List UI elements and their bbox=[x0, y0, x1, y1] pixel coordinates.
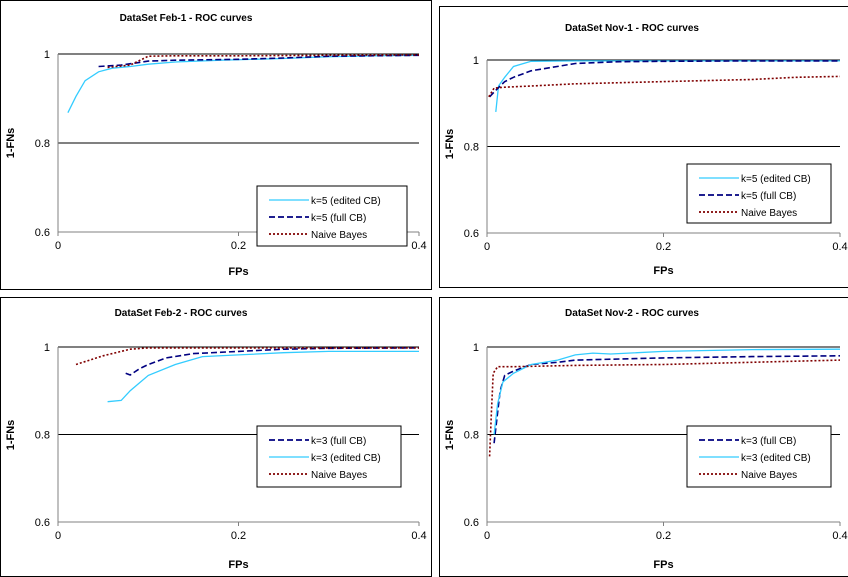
chart-feb2: DataSet Feb-2 - ROC curves 0.6 0.8 1 0 0.2 0.4… bbox=[5, 308, 427, 571]
y-tick-label: 0.8 bbox=[464, 142, 479, 154]
series-line bbox=[488, 75, 841, 98]
y-tick-label: 1 bbox=[473, 342, 479, 354]
legend-label: k=5 (edited CB) bbox=[741, 174, 811, 185]
y-tick-label: 0.6 bbox=[35, 227, 50, 239]
series-line bbox=[488, 359, 841, 457]
legend-label: Naive Bayes bbox=[741, 470, 797, 481]
y-axis-label: 1-FNs bbox=[444, 129, 456, 160]
chart-panel-feb2: DataSet Feb-2 - ROC curves 0.6 0.8 1 0 0.2 0.4… bbox=[0, 297, 432, 577]
legend-label: k=3 (edited CB) bbox=[741, 453, 811, 464]
series-line bbox=[107, 350, 419, 403]
legend-label: k=3 (full CB) bbox=[311, 436, 366, 447]
y-axis-label: 1-FNs bbox=[5, 420, 17, 451]
x-tick-label: 0.2 bbox=[231, 240, 246, 252]
x-tick-label: 0.2 bbox=[231, 530, 246, 542]
x-tick-label: 0.4 bbox=[411, 530, 426, 542]
x-tick-label: 0.2 bbox=[656, 530, 671, 542]
x-tick-label: 0.4 bbox=[832, 530, 847, 542]
y-tick-label: 0.6 bbox=[35, 517, 50, 529]
x-tick-label: 0 bbox=[484, 530, 490, 542]
x-axis-label: FPs bbox=[653, 265, 673, 277]
y-tick-label: 0.6 bbox=[464, 228, 479, 240]
chart-title: DataSet Feb-2 - ROC curves bbox=[115, 308, 248, 319]
y-tick-label: 0.6 bbox=[464, 517, 479, 529]
x-axis-label: FPs bbox=[228, 266, 248, 278]
series-line bbox=[75, 347, 419, 366]
y-tick-label: 0.8 bbox=[35, 430, 50, 442]
x-axis-label: FPs bbox=[653, 559, 673, 571]
y-axis-label: 1-FNs bbox=[444, 420, 456, 451]
y-tick-label: 0.8 bbox=[35, 138, 50, 150]
legend-label: k=3 (edited CB) bbox=[311, 453, 381, 464]
y-tick-label: 1 bbox=[473, 55, 479, 67]
x-tick-label: 0 bbox=[55, 530, 61, 542]
chart-title: DataSet Feb-1 - ROC curves bbox=[120, 13, 253, 24]
series-line bbox=[107, 54, 420, 69]
series-line bbox=[495, 60, 840, 112]
chart-panel-feb1: DataSet Feb-1 - ROC curves 0.6 0.8 1 0 0.2 0.4… bbox=[0, 0, 432, 290]
chart-panel-nov2: DataSet Nov-2 - ROC curves 0.6 0.8 1 0 0.2 0.4… bbox=[439, 297, 848, 577]
chart-title: DataSet Nov-2 - ROC curves bbox=[565, 308, 699, 319]
x-axis-label: FPs bbox=[228, 559, 248, 571]
chart-nov1: DataSet Nov-1 - ROC curves 0.6 0.8 1 0 0.2 0.4… bbox=[444, 23, 848, 277]
legend-label: k=5 (full CB) bbox=[311, 213, 366, 224]
series-line bbox=[125, 347, 420, 376]
legend-label: k=5 (full CB) bbox=[741, 191, 796, 202]
chart-title: DataSet Nov-1 - ROC curves bbox=[565, 23, 699, 34]
legend-box bbox=[256, 185, 408, 247]
legend-label: Naive Bayes bbox=[741, 208, 797, 219]
x-tick-label: 0 bbox=[55, 240, 61, 252]
series-line bbox=[493, 348, 841, 435]
legend-box bbox=[686, 163, 832, 224]
chart-panel-nov1: DataSet Nov-1 - ROC curves 0.6 0.8 1 0 0.2 0.4… bbox=[439, 6, 848, 288]
x-tick-label: 0.4 bbox=[411, 240, 426, 252]
legend-label: k=3 (full CB) bbox=[741, 436, 796, 447]
x-tick-label: 0.2 bbox=[656, 241, 671, 253]
y-tick-label: 1 bbox=[44, 49, 50, 61]
series-line bbox=[67, 54, 420, 113]
x-tick-label: 0 bbox=[484, 241, 490, 253]
y-tick-label: 0.8 bbox=[464, 430, 479, 442]
legend-label: Naive Bayes bbox=[311, 230, 367, 241]
legend-label: k=5 (edited CB) bbox=[311, 196, 381, 207]
series-line bbox=[489, 60, 840, 98]
chart-feb1: DataSet Feb-1 - ROC curves 0.6 0.8 1 0 0.2 0.4… bbox=[5, 13, 427, 278]
legend-label: Naive Bayes bbox=[311, 470, 367, 481]
series-line bbox=[98, 54, 420, 68]
y-axis-label: 1-FNs bbox=[5, 128, 17, 159]
x-tick-label: 0.4 bbox=[832, 241, 847, 253]
y-tick-label: 1 bbox=[44, 342, 50, 354]
chart-nov2: DataSet Nov-2 - ROC curves 0.6 0.8 1 0 0.2 0.4… bbox=[444, 308, 848, 571]
